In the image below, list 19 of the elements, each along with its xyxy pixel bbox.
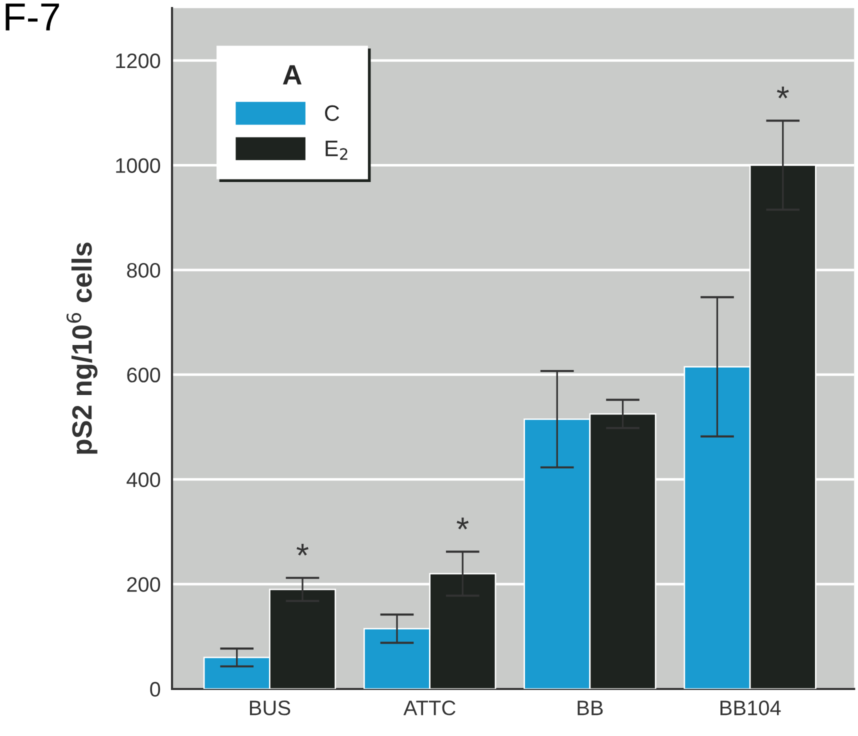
y-tick-label: 400 [126,472,160,488]
y-axis-title: pS2 ng/10$^{6}$ cells [66,242,98,454]
y-tick-label: 1000 [116,158,160,173]
legend-title: A [282,65,302,84]
annotation: * [456,518,469,530]
annotation: * [776,86,789,98]
legend-label: C [325,105,340,121]
y-tick-label: 600 [127,368,160,382]
y-tick-label: 800 [127,262,160,278]
x-tick-label: BB104 [720,700,781,716]
y-tick-label: 1200 [116,53,160,68]
annotation: * [296,544,308,556]
legend-label: E$_{2}$ [326,140,348,160]
x-tick-label: BB [578,700,603,716]
x-tick-label: ATTC [403,700,456,716]
y-tick-label: 200 [127,577,160,592]
text: F-7 [6,4,59,30]
x-tick-label: BUS [250,700,290,716]
y-tick-label: 0 [150,682,160,697]
